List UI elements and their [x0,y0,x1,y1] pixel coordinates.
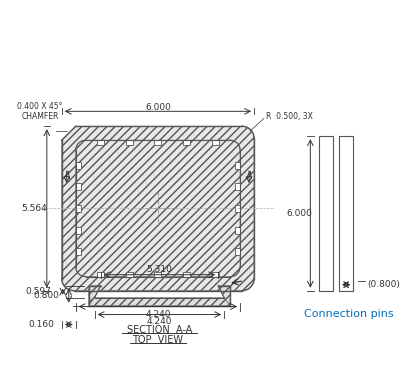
Text: 0.597: 0.597 [25,287,51,296]
Text: 5.310: 5.310 [146,265,172,274]
Bar [97,272,104,277]
Bar [183,272,190,277]
Text: 6.000: 6.000 [286,209,312,218]
Bar [235,248,240,255]
Text: 0.800: 0.800 [33,291,59,300]
Bar [76,205,81,212]
Bar [126,140,133,145]
Polygon shape [89,286,101,306]
Text: Connection pins: Connection pins [304,308,393,319]
PathPatch shape [62,126,254,291]
Bar [76,248,81,255]
Text: (0.800): (0.800) [367,280,400,289]
Bar [76,161,81,169]
Bar [97,140,104,145]
Text: TOP  VIEW: TOP VIEW [133,335,184,346]
Bar [212,272,219,277]
Text: A: A [246,171,252,181]
Polygon shape [218,286,230,306]
Text: 0.400 X 45°
CHAMFER: 0.400 X 45° CHAMFER [17,102,63,121]
Bar [319,136,333,291]
Bar [235,227,240,233]
Bar [126,272,133,277]
Bar [212,140,219,145]
Bar [183,140,190,145]
Bar [235,161,240,169]
Text: SECTION  A-A: SECTION A-A [127,325,192,335]
Text: A: A [64,171,70,181]
Text: R  0.500, 3X: R 0.500, 3X [266,112,313,121]
Text: 4.240: 4.240 [147,317,172,326]
Bar [154,272,161,277]
Bar [235,183,240,190]
Polygon shape [89,298,230,306]
Bar [339,136,353,291]
Text: 4.240: 4.240 [145,310,171,319]
Text: 5.564: 5.564 [21,204,47,213]
Bar [76,183,81,190]
Text: 6.000: 6.000 [145,103,171,112]
Bar [235,205,240,212]
Text: 0.160: 0.160 [28,320,54,329]
Bar [76,227,81,233]
Bar [154,140,161,145]
